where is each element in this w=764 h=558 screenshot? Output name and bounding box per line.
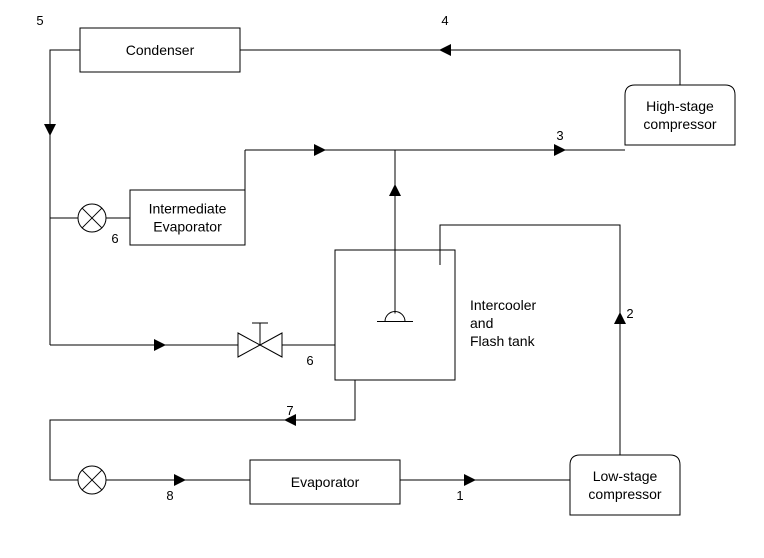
condenser-label: Condenser: [126, 42, 195, 58]
arrowhead: [614, 312, 626, 324]
low-stage-compressor-label2: compressor: [588, 486, 661, 502]
throttle-valve-right: [260, 333, 282, 357]
state-point-6: 6: [111, 231, 118, 246]
high-stage-compressor: [625, 85, 735, 145]
flash-tank-label3: Flash tank: [470, 333, 536, 349]
state-point-5: 5: [36, 13, 43, 28]
arrowhead: [439, 44, 451, 56]
low-stage-compressor-label1: Low-stage: [593, 468, 658, 484]
throttle-valve-left: [238, 333, 260, 357]
state-point-6: 6: [306, 353, 313, 368]
arrowhead: [389, 184, 401, 196]
high-stage-compressor-label2: compressor: [643, 116, 716, 132]
state-point-2: 2: [626, 306, 633, 321]
pipe-hcomp_to_cond: [240, 50, 680, 85]
low-stage-compressor: [570, 455, 680, 515]
intermediate-evaporator-label1: Intermediate: [149, 201, 227, 217]
intermediate-evaporator: [130, 190, 245, 245]
state-point-3: 3: [556, 128, 563, 143]
state-point-7: 7: [286, 403, 293, 418]
arrowhead: [154, 339, 166, 351]
intermediate-evaporator-label2: Evaporator: [153, 219, 222, 235]
state-point-4: 4: [441, 13, 448, 28]
state-point-8: 8: [166, 488, 173, 503]
pipe-cond_to_split: [50, 50, 80, 345]
state-point-1: 1: [456, 488, 463, 503]
arrowhead: [174, 474, 186, 486]
arrowhead: [464, 474, 476, 486]
arrowhead: [314, 144, 326, 156]
high-stage-compressor-label1: High-stage: [646, 98, 714, 114]
flash-tank-label1: Intercooler: [470, 297, 536, 313]
arrowhead: [44, 124, 56, 136]
evaporator-label: Evaporator: [291, 474, 360, 490]
flash-tank-label2: and: [470, 315, 493, 331]
arrowhead: [554, 144, 566, 156]
